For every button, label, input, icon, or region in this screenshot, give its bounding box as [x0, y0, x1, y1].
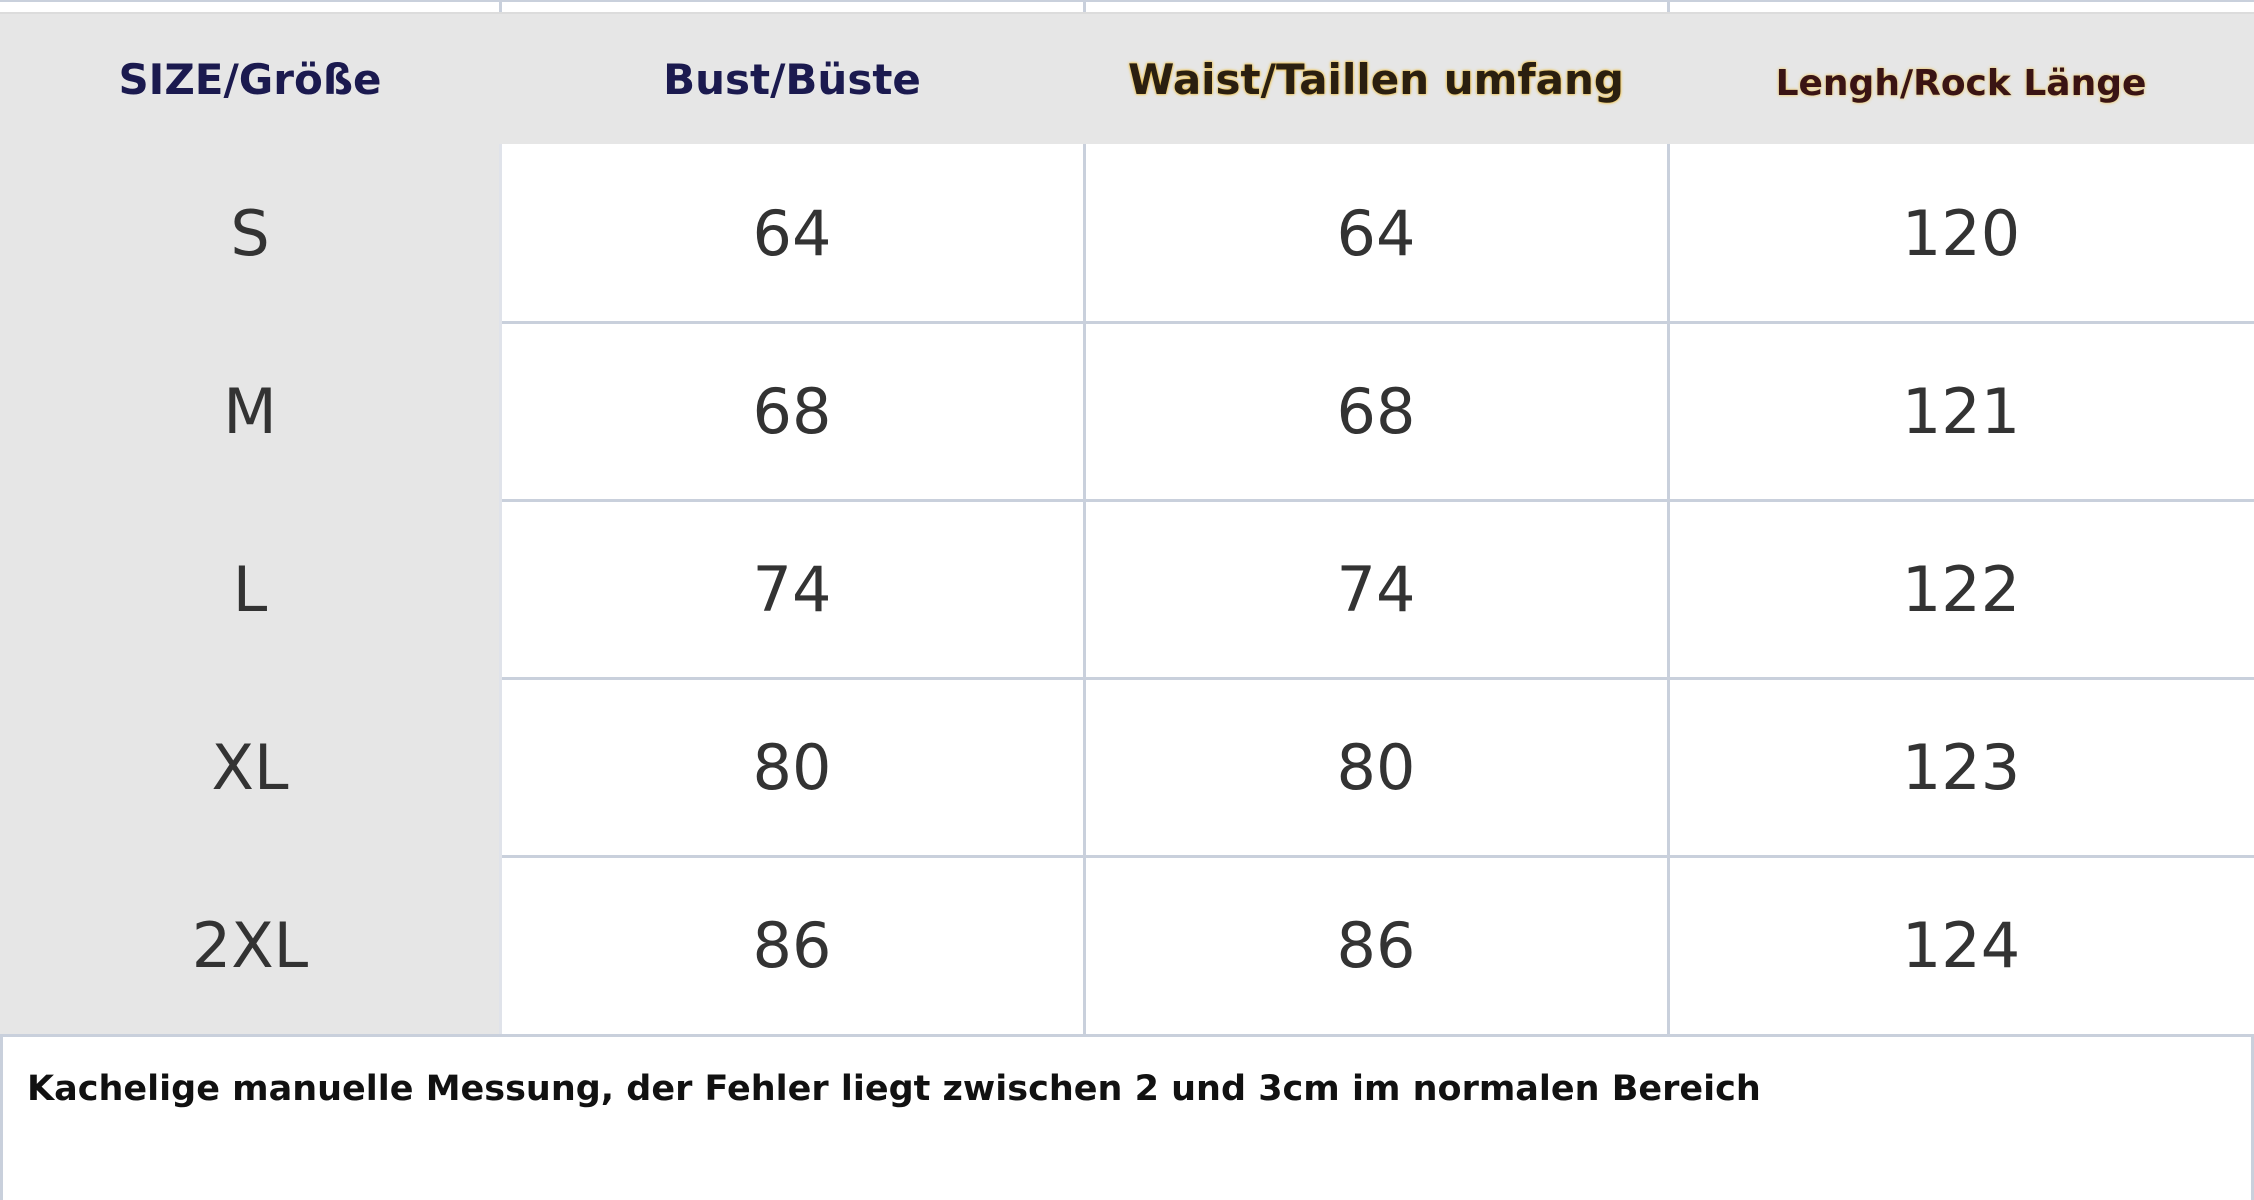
value-cell: 74	[1336, 552, 1416, 626]
value-cell: 80	[1336, 730, 1416, 804]
value-cell: 74	[752, 552, 832, 626]
header-cell: Waist/Taillen umfang	[1084, 14, 1668, 144]
rule	[0, 0, 2254, 2]
column-line	[499, 0, 502, 14]
row-line	[500, 855, 2254, 858]
value-cell: 68	[1336, 374, 1416, 448]
value-cell: 122	[1901, 552, 2021, 626]
value-cell: 123	[1901, 730, 2021, 804]
row-line	[500, 677, 2254, 680]
size-cell: S	[0, 144, 500, 322]
header-cell: SIZE/Größe	[0, 14, 500, 144]
value-cell: 64	[1336, 196, 1416, 270]
row-line	[500, 321, 2254, 324]
header-cell: Lengh/Rock Länge	[1668, 14, 2254, 144]
size-cell: M	[0, 322, 500, 500]
column-line	[499, 144, 502, 1034]
value-cell: 124	[1901, 908, 2021, 982]
column-line	[1667, 144, 1670, 1034]
column-line	[1083, 144, 1086, 1034]
rule	[0, 12, 2254, 14]
value-cell: 64	[752, 196, 832, 270]
row-line	[500, 499, 2254, 502]
value-cell: 120	[1901, 196, 2021, 270]
note-box: Kachelige manuelle Messung, der Fehler l…	[0, 1034, 2254, 1200]
value-cell: 86	[752, 908, 832, 982]
value-cell: 121	[1901, 374, 2021, 448]
header-cell: Bust/Büste	[500, 14, 1084, 144]
value-cell: 80	[752, 730, 832, 804]
value-cell: 86	[1336, 908, 1416, 982]
column-line	[1083, 0, 1086, 14]
size-cell: XL	[0, 678, 500, 856]
column-line	[1667, 0, 1670, 14]
value-cell: 68	[752, 374, 832, 448]
note-text: Kachelige manuelle Messung, der Fehler l…	[27, 1069, 1761, 1109]
size-cell: 2XL	[0, 856, 500, 1034]
size-cell: L	[0, 500, 500, 678]
